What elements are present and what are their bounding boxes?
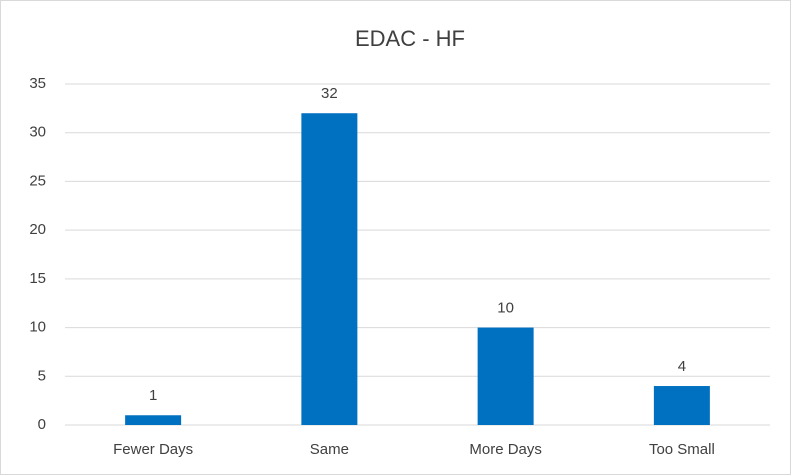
chart-title: EDAC - HF [355, 26, 465, 51]
data-label: 32 [321, 85, 338, 102]
y-tick-label: 20 [29, 221, 46, 238]
y-tick-label: 25 [29, 172, 46, 189]
x-tick-label: Too Small [649, 441, 715, 458]
y-tick-label: 15 [29, 270, 46, 287]
x-tick-label: Fewer Days [113, 441, 193, 458]
x-tick-label: Same [310, 441, 349, 458]
bar [477, 327, 534, 425]
bar [125, 415, 182, 425]
y-tick-label: 0 [38, 416, 46, 433]
y-tick-label: 35 [29, 75, 46, 92]
y-tick-label: 5 [38, 367, 46, 384]
data-label: 10 [497, 300, 514, 317]
bar [301, 113, 358, 425]
y-tick-label: 10 [29, 319, 46, 336]
data-label: 1 [149, 387, 157, 404]
x-tick-label: More Days [469, 441, 542, 458]
y-tick-label: 30 [29, 124, 46, 141]
bar [653, 386, 710, 425]
data-label: 4 [678, 358, 686, 375]
